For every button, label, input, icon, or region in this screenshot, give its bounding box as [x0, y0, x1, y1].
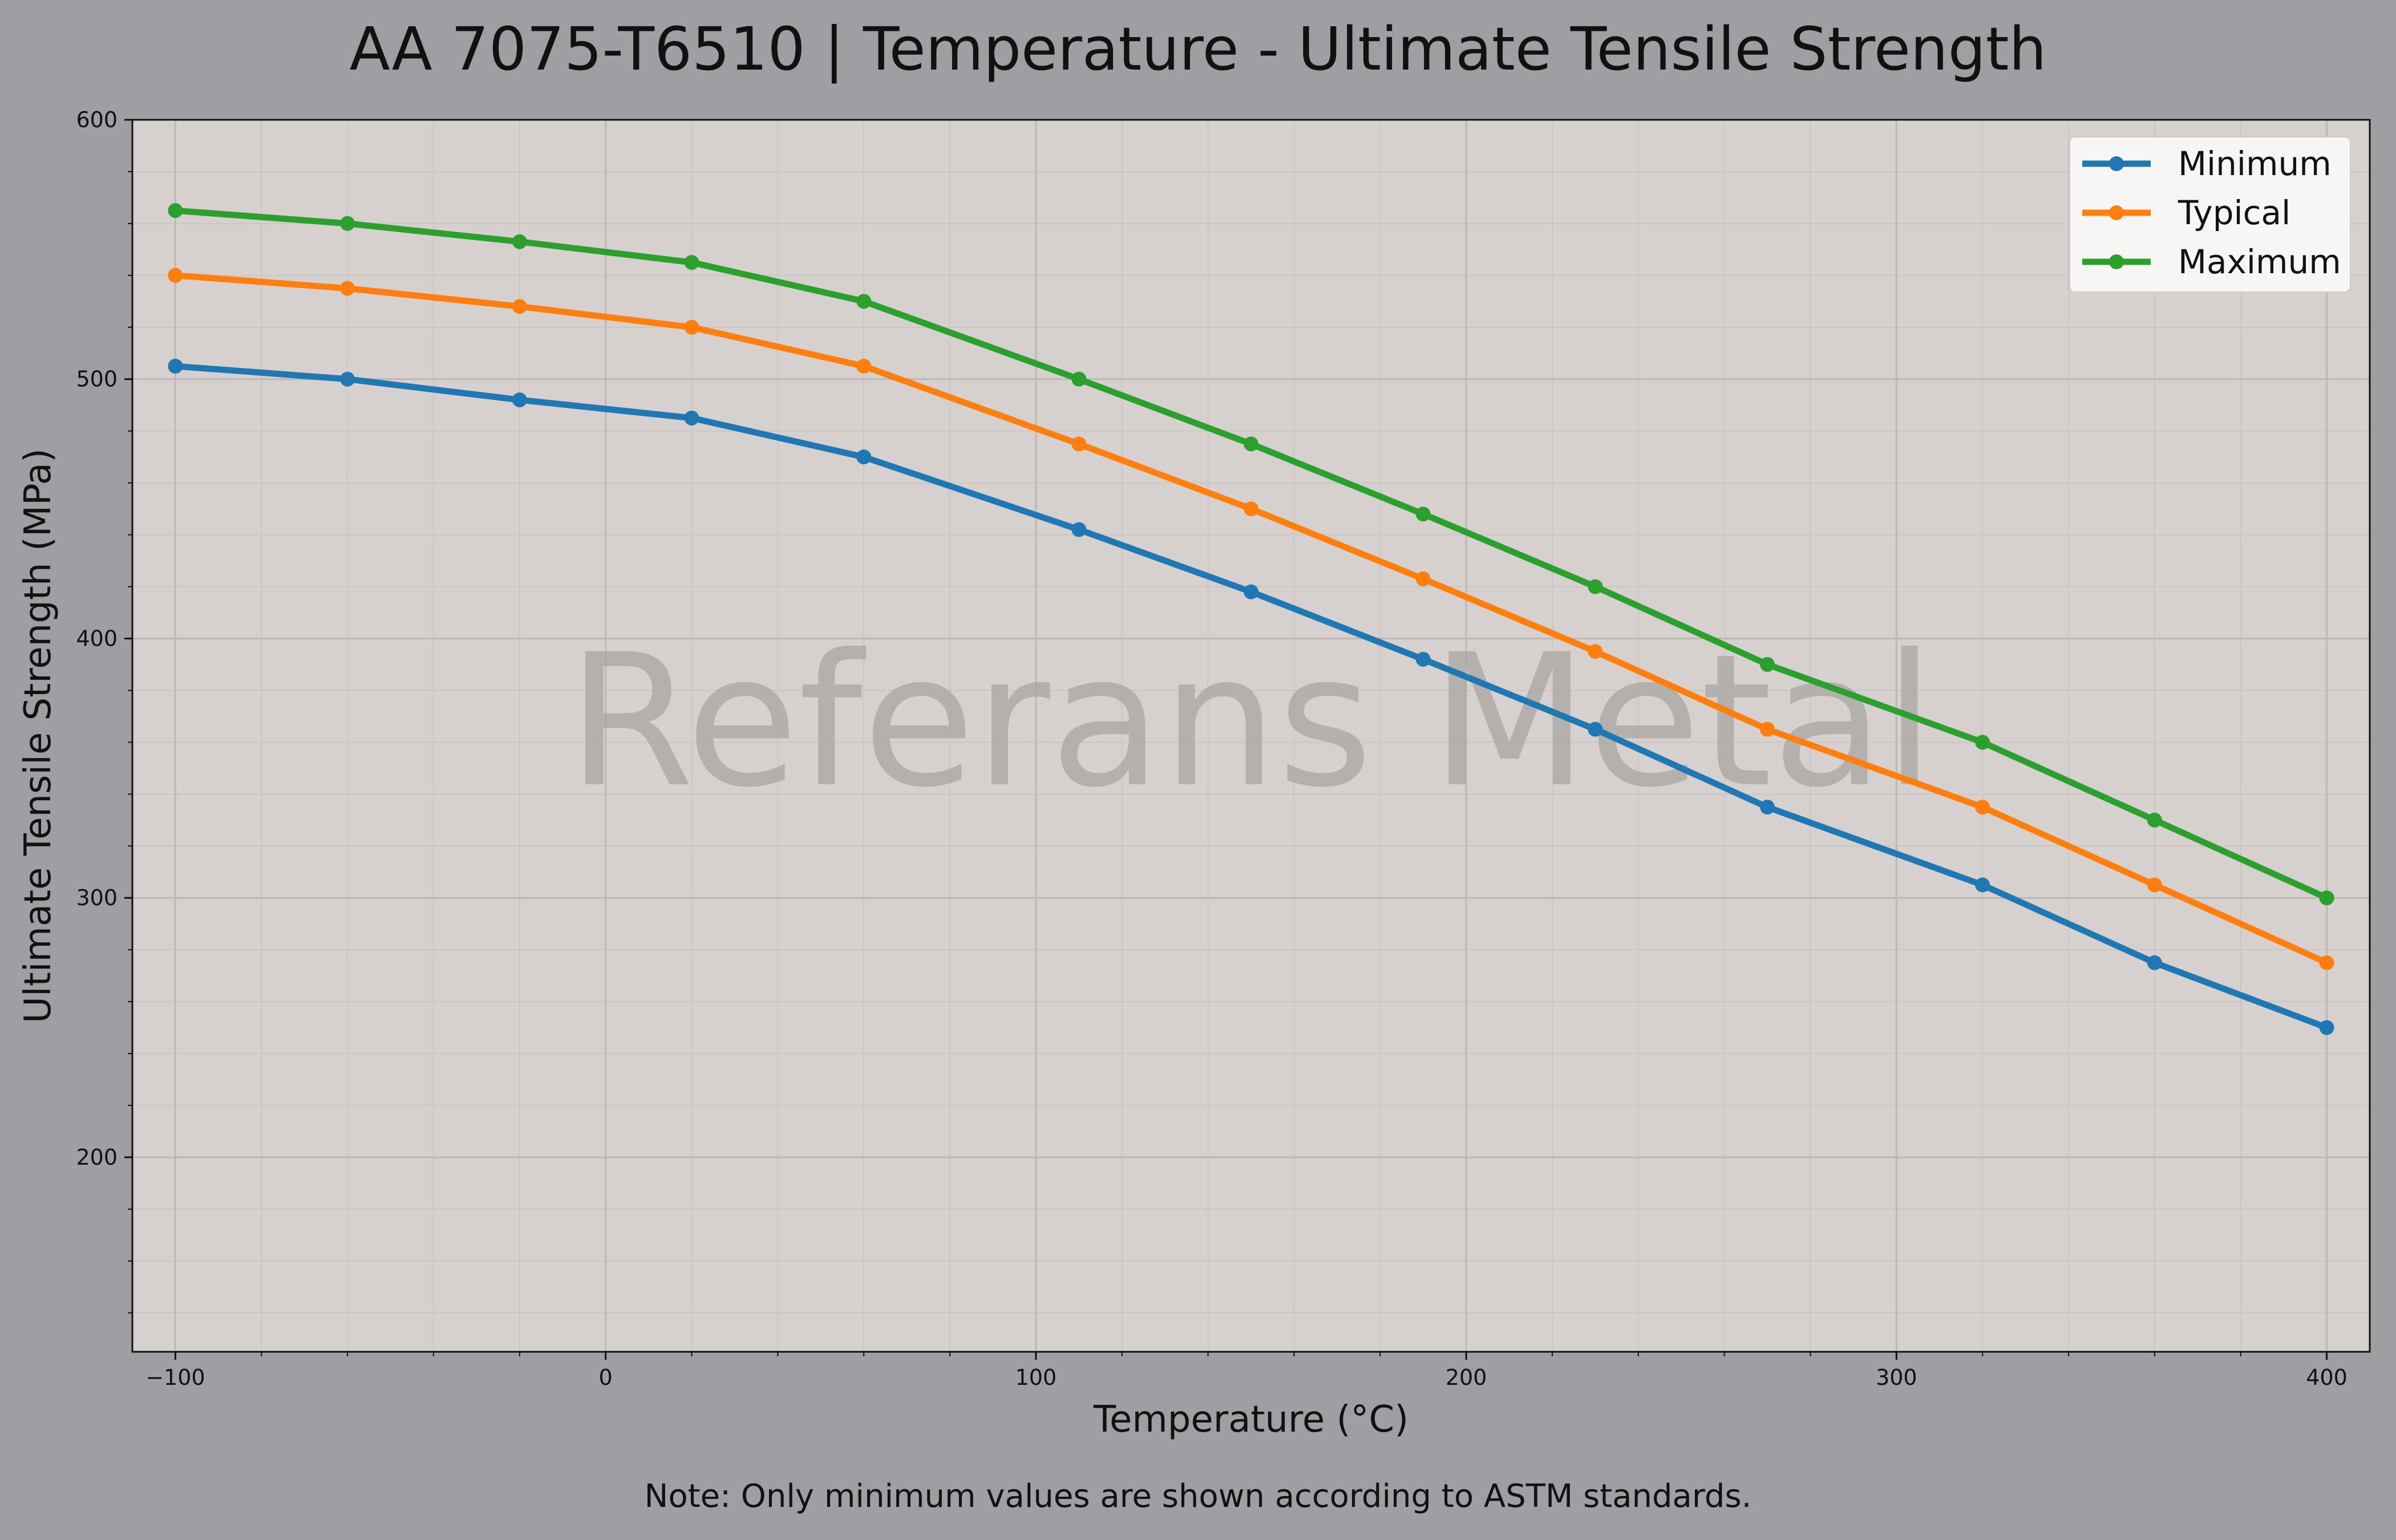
data-point-maximum	[1588, 579, 1603, 594]
footnote: Note: Only minimum values are shown acco…	[645, 1478, 1752, 1515]
data-point-maximum	[1415, 506, 1431, 522]
data-point-typical	[1588, 644, 1603, 659]
series-typical	[168, 268, 2334, 970]
y-tick-label: 400	[76, 626, 118, 651]
x-tick-label: −100	[145, 1365, 205, 1390]
data-point-maximum	[1975, 735, 1990, 750]
legend-marker-maximum	[2109, 254, 2124, 269]
data-point-minimum	[512, 392, 527, 408]
data-point-minimum	[856, 449, 872, 465]
data-point-minimum	[684, 410, 699, 425]
legend-box	[2069, 136, 2351, 293]
plot-area	[132, 120, 2370, 1352]
legend: Minimum Typical Maximum	[2069, 136, 2351, 293]
data-point-minimum	[1415, 651, 1431, 667]
x-tick-label: 0	[599, 1365, 613, 1390]
data-point-typical	[1415, 571, 1431, 586]
legend-marker-minimum	[2109, 156, 2124, 171]
series-maximum	[168, 203, 2334, 906]
chart-title: AA 7075-T6510 | Temperature - Ultimate T…	[350, 14, 2047, 84]
legend-item-minimum: Minimum	[2082, 144, 2332, 183]
data-point-minimum	[1975, 877, 1990, 893]
data-point-typical	[2319, 955, 2334, 970]
y-tick-label: 300	[76, 885, 118, 910]
data-point-minimum	[1760, 800, 1775, 815]
axis-ticks: −100 0 100 200 300 400 200 300 400 500 600	[76, 107, 2347, 1390]
watermark: Referans Metal	[568, 615, 1935, 828]
legend-items: Minimum Typical Maximum	[2082, 144, 2341, 281]
data-point-typical	[168, 268, 183, 283]
data-point-maximum	[1244, 436, 1258, 452]
data-point-maximum	[512, 234, 527, 249]
y-axis-label: Ultimate Tensile Strength (MPa)	[17, 448, 59, 1023]
data-point-minimum	[1588, 722, 1603, 737]
data-point-minimum	[1071, 522, 1087, 537]
data-point-typical	[2147, 877, 2162, 893]
data-point-maximum	[1760, 656, 1775, 672]
legend-item-maximum: Maximum	[2082, 242, 2341, 281]
data-point-maximum	[2147, 812, 2162, 828]
y-tick-label: 200	[76, 1145, 118, 1170]
data-point-typical	[1760, 722, 1775, 737]
data-point-typical	[1071, 436, 1087, 452]
grid	[132, 119, 2370, 1352]
series-lines	[168, 203, 2334, 1035]
legend-marker-typical	[2109, 205, 2124, 220]
x-tick-label: 400	[2306, 1365, 2348, 1390]
y-tick-label: 500	[76, 367, 118, 392]
data-point-maximum	[168, 203, 183, 218]
data-point-minimum	[340, 371, 355, 387]
legend-label-minimum: Minimum	[2178, 144, 2332, 183]
data-point-typical	[340, 281, 355, 296]
legend-label-maximum: Maximum	[2178, 242, 2341, 281]
plot-frame	[131, 119, 2371, 1353]
y-tick-label: 600	[76, 107, 118, 132]
series-minimum	[168, 359, 2334, 1035]
legend-label-typical: Typical	[2178, 193, 2290, 232]
data-point-maximum	[340, 216, 355, 231]
data-point-minimum	[168, 359, 183, 374]
data-point-maximum	[684, 255, 699, 270]
x-tick-label: 100	[1015, 1365, 1057, 1390]
data-point-typical	[512, 299, 527, 314]
data-point-maximum	[2319, 890, 2334, 906]
x-tick-label: 300	[1876, 1365, 1917, 1390]
data-point-maximum	[856, 294, 872, 309]
legend-item-typical: Typical	[2082, 193, 2290, 232]
data-point-typical	[856, 359, 872, 374]
x-axis-label: Temperature (°C)	[1093, 1399, 1409, 1441]
x-tick-label: 200	[1446, 1365, 1487, 1390]
data-point-typical	[1244, 501, 1258, 517]
data-point-typical	[684, 319, 699, 335]
data-point-maximum	[1071, 371, 1087, 387]
data-point-minimum	[2319, 1020, 2334, 1035]
data-point-typical	[1975, 800, 1990, 815]
data-point-minimum	[1244, 584, 1258, 599]
data-point-minimum	[2147, 955, 2162, 970]
